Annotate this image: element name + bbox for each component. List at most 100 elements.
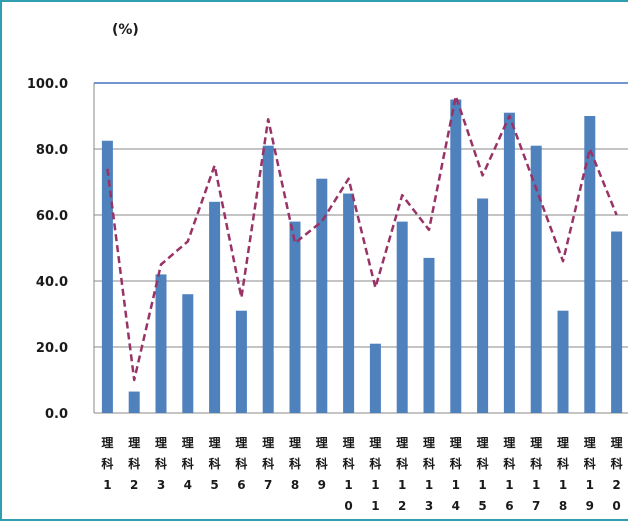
grid-layer: [93, 82, 628, 414]
line-series: [106, 94, 618, 382]
y-tick-label: 0.0: [45, 407, 68, 422]
x-tick-label: 科: [262, 456, 274, 471]
x-tick-label: 理: [530, 436, 542, 450]
x-tick-label: 科: [289, 456, 301, 471]
bar: [450, 99, 462, 413]
x-tick-label: 1: [398, 478, 406, 492]
x-tick-label: 科: [423, 456, 435, 471]
y-tick-label: 100.0: [27, 77, 68, 92]
x-tick-label: 科: [450, 456, 462, 471]
bar: [235, 310, 247, 413]
x-tick-label: 科: [477, 456, 489, 471]
bar: [182, 294, 194, 413]
bar: [584, 116, 596, 413]
bar: [611, 231, 623, 413]
x-tick-label: 理: [128, 436, 140, 450]
x-tick-label: 理: [611, 436, 623, 450]
x-tick-label: 3: [425, 499, 433, 513]
x-tick-label: 6: [505, 499, 513, 513]
x-tick-label: 3: [157, 478, 165, 492]
x-tick-label: 理: [343, 436, 355, 450]
x-tick-label: 科: [101, 456, 113, 471]
bar: [530, 145, 542, 413]
bar: [262, 145, 274, 413]
x-tick-label: 4: [452, 499, 460, 513]
line-layer: [106, 94, 618, 382]
x-tick-label: 科: [209, 456, 221, 471]
x-tick-label: 2: [130, 478, 138, 492]
bar: [289, 221, 301, 413]
x-tick-label: 理: [450, 436, 462, 450]
x-tick-label: 科: [316, 456, 328, 471]
y-tick-label: 20.0: [36, 341, 68, 356]
x-tick-label: 7: [532, 499, 540, 513]
x-tick-label: 理: [503, 436, 515, 450]
x-tick-label: 科: [557, 456, 569, 471]
y-tick-label: 40.0: [36, 275, 68, 290]
x-tick-label: 科: [155, 456, 167, 471]
x-tick-label: 科: [182, 456, 194, 471]
x-tick-labels: 理科 1 理科 2 理科 3 理科 4 理科 5 理科 6 理科 7 理科 8 理科 9 理科 1 0 理科 1 1 理科 1 2 理…: [101, 436, 622, 513]
x-tick-label: 8: [291, 478, 299, 492]
bar: [503, 112, 515, 413]
bar: [155, 274, 167, 413]
x-tick-label: 1: [371, 499, 379, 513]
x-tick-label: 1: [505, 478, 513, 492]
bar: [128, 391, 140, 413]
x-tick-label: 科: [235, 456, 247, 471]
x-tick-label: 理: [209, 436, 221, 450]
x-tick-label: 科: [530, 456, 542, 471]
x-tick-label: 2: [612, 478, 620, 492]
x-tick-label: 理: [477, 436, 489, 450]
x-tick-label: 理: [101, 436, 113, 450]
bar: [477, 198, 489, 413]
x-tick-label: 理: [584, 436, 596, 450]
x-tick-label: 科: [396, 456, 408, 471]
x-tick-label: 1: [371, 478, 379, 492]
x-tick-label: 理: [369, 436, 381, 450]
x-tick-label: 6: [237, 478, 245, 492]
x-tick-label: 科: [343, 456, 355, 471]
x-tick-label: 0: [344, 499, 352, 513]
x-tick-label: 理: [289, 436, 301, 450]
bar-layer: [101, 99, 623, 413]
bar: [396, 221, 408, 413]
x-tick-label: 科: [584, 456, 596, 471]
x-tick-label: 1: [425, 478, 433, 492]
x-tick-label: 5: [478, 499, 486, 513]
x-tick-label: 理: [316, 436, 328, 450]
x-tick-label: 0: [612, 499, 620, 513]
bar: [316, 178, 328, 413]
x-tick-label: 理: [235, 436, 247, 450]
unit-label: (%): [112, 22, 139, 38]
x-tick-label: 理: [182, 436, 194, 450]
y-tick-label: 60.0: [36, 209, 68, 224]
x-tick-label: 9: [318, 478, 326, 492]
bar: [101, 140, 113, 413]
x-tick-label: 科: [369, 456, 381, 471]
bar: [557, 310, 569, 413]
y-tick-labels: 0.0 20.0 40.0 60.0 80.0 100.0: [27, 77, 68, 422]
x-tick-label: 1: [344, 478, 352, 492]
x-tick-label: 7: [264, 478, 272, 492]
x-tick-label: 科: [128, 456, 140, 471]
x-tick-label: 1: [478, 478, 486, 492]
x-tick-label: 理: [396, 436, 408, 450]
x-tick-label: 4: [184, 478, 192, 492]
x-tick-label: 理: [262, 436, 274, 450]
bar: [423, 257, 435, 413]
bar: [369, 343, 381, 413]
x-tick-label: 1: [559, 478, 567, 492]
x-tick-label: 理: [423, 436, 435, 450]
x-tick-label: 2: [398, 499, 406, 513]
y-tick-label: 80.0: [36, 143, 68, 158]
x-tick-label: 5: [210, 478, 218, 492]
x-tick-label: 1: [103, 478, 111, 492]
x-tick-label: 科: [611, 456, 623, 471]
bar: [209, 201, 221, 413]
x-tick-label: 理: [155, 436, 167, 450]
bar: [343, 193, 355, 413]
x-tick-label: 9: [586, 499, 594, 513]
